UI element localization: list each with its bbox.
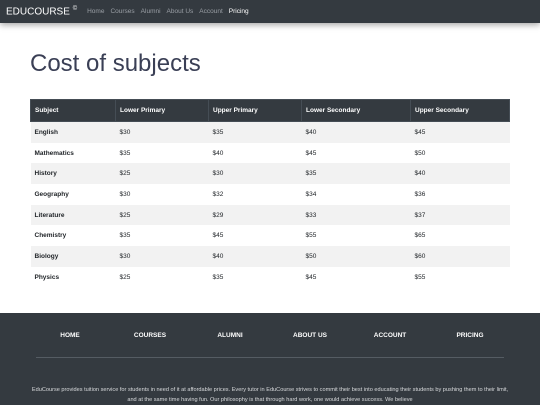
subject-cell: Literature [34,211,65,219]
nav-link-about-us[interactable]: About Us [166,8,194,15]
nav-link-alumni[interactable]: Alumni [140,8,161,15]
footer-nav: HOME COURSES ALUMNI ABOUT US ACCOUNT PRI… [0,332,540,344]
price-cell: $30 [119,252,131,260]
price-cell: $55 [414,273,426,281]
price-cell: $55 [305,232,317,240]
table-header-row: Subject Lower Primary Upper Primary Lowe… [30,99,510,122]
nav-link-account[interactable]: Account [199,8,223,15]
footer-link-home[interactable]: HOME [60,332,80,339]
price-cell: $45 [212,232,224,240]
column-header: Upper Secondary [410,99,510,122]
nav-link-home[interactable]: Home [87,8,105,15]
column-header: Upper Primary [208,99,302,122]
price-cell: $50 [305,252,317,260]
subject-cell: English [34,128,58,136]
column-header: Lower Secondary [301,99,411,122]
footer-about-text: EduCourse provides tuition service for s… [31,387,509,403]
price-cell: $45 [414,128,426,136]
subject-cell: Mathematics [34,149,74,157]
price-cell: $35 [305,170,317,178]
price-cell: $65 [414,232,426,240]
table-row: English $30 $35 $40 $45 [30,121,510,143]
price-cell: $40 [414,170,426,178]
price-cell: $30 [119,190,131,198]
footer-link-pricing[interactable]: PRICING [456,332,484,339]
price-cell: $30 [119,128,131,136]
table-row: Chemistry $35 $45 $55 $65 [31,225,510,246]
footer-link-account[interactable]: ACCOUNT [373,332,407,339]
column-header: Lower Primary [115,99,209,122]
price-cell: $25 [119,211,131,219]
price-cell: $40 [212,252,224,260]
nav-link-courses[interactable]: Courses [110,8,135,15]
subject-cell: Geography [34,190,69,198]
price-cell: $35 [119,149,131,157]
subject-cell: Chemistry [34,232,67,240]
price-cell: $35 [212,128,224,136]
price-cell: $32 [212,190,224,198]
table-row: Mathematics $35 $40 $45 $50 [31,143,510,164]
price-cell: $60 [414,252,426,260]
footer-link-about-us[interactable]: ABOUT US [293,332,327,339]
brand-logo[interactable]: EDUCOURSE © [6,5,78,18]
price-cell: $35 [212,273,224,281]
footer-link-alumni[interactable]: ALUMNI [217,332,243,339]
table-row: Geography $30 $32 $34 $36 [31,184,510,205]
copyright-mark: © [72,5,78,12]
price-cell: $50 [414,149,426,157]
price-cell: $33 [305,211,317,219]
price-cell: $40 [305,128,317,136]
price-cell: $30 [212,170,224,178]
price-cell: $45 [305,273,317,281]
subject-cell: Biology [34,252,59,260]
subject-cell: Physics [34,273,60,281]
price-cell: $34 [305,190,317,198]
price-cell: $29 [212,211,224,219]
footer-divider [36,357,504,358]
price-cell: $25 [119,273,131,281]
table-row: Literature $25 $29 $33 $37 [30,204,510,226]
table-row: History $25 $30 $35 $40 [30,163,510,185]
nav-link-pricing[interactable]: Pricing [228,8,249,15]
top-navbar: EDUCOURSE © Home Courses Alumni About Us… [0,0,540,23]
price-cell: $25 [119,170,131,178]
price-cell: $36 [414,190,426,198]
table-row: Biology $30 $40 $50 $60 [30,246,510,267]
price-cell: $45 [305,149,317,157]
site-footer: HOME COURSES ALUMNI ABOUT US ACCOUNT PRI… [0,313,540,405]
price-cell: $40 [212,149,224,157]
column-header: Subject [30,99,116,122]
page-title: Cost of subjects [30,50,201,77]
subject-cell: History [34,170,57,178]
price-cell: $35 [119,232,131,240]
table-row: Physics $25 $35 $45 $55 [31,267,510,288]
footer-link-courses[interactable]: COURSES [133,332,167,339]
pricing-table: Subject Lower Primary Upper Primary Lowe… [30,99,510,288]
price-cell: $37 [414,211,426,219]
